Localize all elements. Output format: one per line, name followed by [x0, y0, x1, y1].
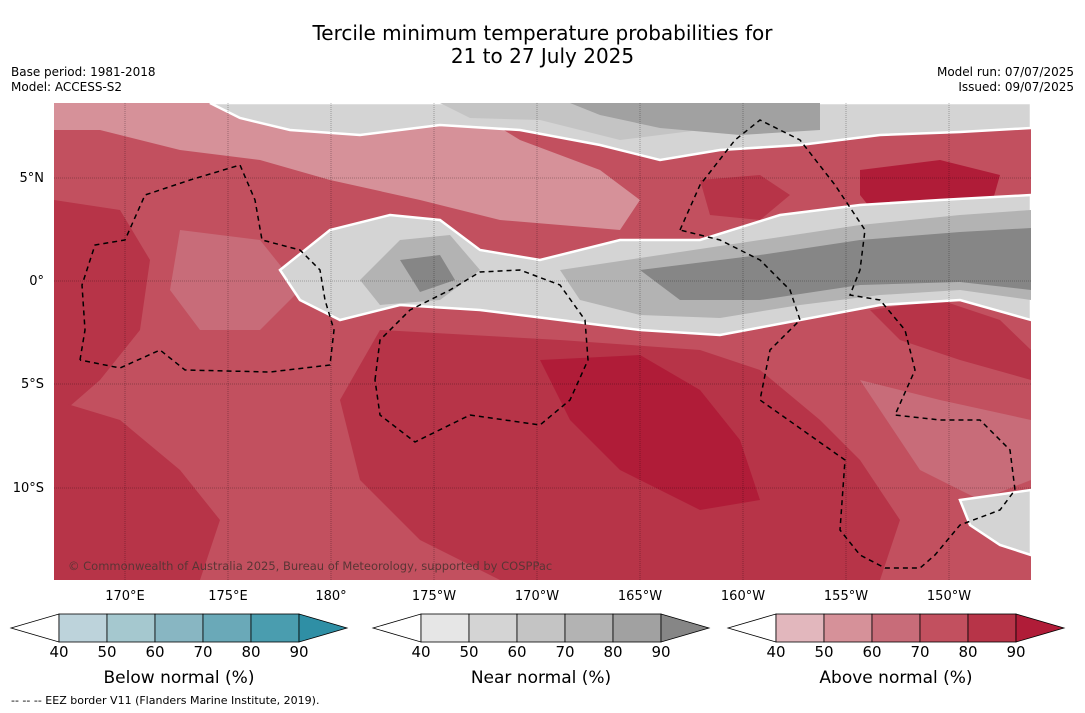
eez-footnote: -- -- -- EEZ border V11 (Flanders Marine… — [11, 694, 320, 707]
meta-right: Model run: 07/07/2025 Issued: 09/07/2025 — [937, 65, 1074, 95]
colorbar-above-tick-50: 50 — [814, 643, 834, 661]
lon-label-160w: 160°W — [720, 589, 766, 604]
lon-label-170w: 170°W — [514, 589, 560, 604]
above-80-region-eastequator — [870, 300, 1031, 380]
colorbar-near-tick-90: 90 — [651, 643, 671, 661]
above-80-region-west — [54, 200, 150, 420]
colorbar-above-segment-1 — [823, 613, 873, 643]
model-run-text: Model run: 07/07/2025 — [936, 65, 1074, 79]
colorbar-below — [9, 613, 349, 643]
colorbar-title-above: Above normal (%) — [819, 668, 973, 688]
colorbar-below-max-extend — [298, 613, 349, 643]
colorbar-above-segment-2 — [871, 613, 921, 643]
colorbar-above-tick-90: 90 — [1006, 643, 1026, 661]
colorbar-above-tick-70: 70 — [910, 643, 930, 661]
copyright-text: © Commonwealth of Australia 2025, Bureau… — [68, 559, 552, 573]
lon-label-155w: 155°W — [823, 589, 869, 604]
meta-left: Base period: 1981-2018 Model: ACCESS-S2 — [11, 65, 156, 95]
map-title: Tercile minimum temperature probabilitie… — [0, 22, 1085, 68]
lon-label-175w: 175°W — [411, 589, 457, 604]
colorbar-below-min-extend — [9, 613, 60, 643]
colorbars — [9, 613, 1066, 643]
colorbar-above-tick-40: 40 — [766, 643, 786, 661]
lon-label-170e: 170°E — [105, 589, 145, 604]
lon-label-180: 180° — [315, 589, 347, 604]
colorbar-near — [371, 613, 711, 643]
colorbar-below-segment-1 — [106, 613, 156, 643]
colorbar-below-segment-0 — [58, 613, 108, 643]
colorbar-below-tick-60: 60 — [145, 643, 165, 661]
near-normal-region-southeast — [958, 488, 1031, 557]
title-line-1: Tercile minimum temperature probabilitie… — [312, 21, 773, 45]
lon-label-165w: 165°W — [617, 589, 663, 604]
lon-label-175e: 175°E — [208, 589, 248, 604]
colorbar-near-max-extend — [660, 613, 711, 643]
issued-text: Issued: 09/07/2025 — [958, 80, 1074, 94]
lat-label-5s: 5°S — [20, 377, 44, 392]
colorbar-below-segment-2 — [154, 613, 204, 643]
colorbar-below-tick-50: 50 — [97, 643, 117, 661]
colorbar-below-segment-4 — [250, 613, 300, 643]
colorbar-near-segment-2 — [516, 613, 566, 643]
above-80-region-northcentral — [700, 175, 790, 220]
colorbar-above — [726, 613, 1066, 643]
eez-border-line-islands — [678, 119, 1016, 569]
above-60-region-west — [170, 230, 300, 330]
colorbar-near-tick-60: 60 — [507, 643, 527, 661]
eez-borders — [79, 119, 1016, 569]
colorbar-near-segment-4 — [612, 613, 662, 643]
colorbar-title-below: Below normal (%) — [103, 668, 255, 688]
above-90-region-south — [540, 355, 760, 510]
colorbar-title-near: Near normal (%) — [470, 668, 612, 688]
title-line-2: 21 to 27 July 2025 — [450, 44, 635, 68]
colorbar-below-segment-3 — [202, 613, 252, 643]
eez-border-phoenix-islands — [374, 269, 589, 443]
lat-label-5n: 5°N — [19, 171, 45, 186]
colorbar-above-tick-60: 60 — [862, 643, 882, 661]
colorbar-near-tick-70: 70 — [555, 643, 575, 661]
base-period-text: Base period: 1981-2018 — [11, 65, 156, 79]
near-80-region-north — [570, 103, 820, 135]
colorbar-near-segment-3 — [564, 613, 614, 643]
graticule — [54, 103, 1031, 580]
model-text: Model: ACCESS-S2 — [11, 80, 123, 94]
lat-label-10s: 10°S — [12, 481, 44, 496]
near-90-region-equator-east — [640, 228, 1031, 300]
colorbar-above-tick-80: 80 — [958, 643, 978, 661]
lon-label-150w: 150°W — [926, 589, 972, 604]
colorbar-above-segment-4 — [967, 613, 1017, 643]
colorbar-near-min-extend — [371, 613, 422, 643]
colorbar-above-max-extend — [1015, 613, 1066, 643]
colorbar-above-min-extend — [726, 613, 777, 643]
colorbar-near-tick-40: 40 — [411, 643, 431, 661]
colorbar-near-segment-0 — [420, 613, 470, 643]
colorbar-near-tick-50: 50 — [459, 643, 479, 661]
colorbar-above-segment-3 — [919, 613, 969, 643]
above-50-region-north — [54, 103, 640, 230]
above-60-region-east — [860, 380, 1031, 500]
colorbar-near-segment-1 — [468, 613, 518, 643]
colorbar-below-tick-70: 70 — [193, 643, 213, 661]
colorbar-above-segment-0 — [775, 613, 825, 643]
colorbar-below-tick-90: 90 — [289, 643, 309, 661]
map-field: © Commonwealth of Australia 2025, Bureau… — [54, 103, 1031, 580]
near-90-region-equator-west — [400, 255, 455, 292]
lat-label-0: 0° — [29, 274, 44, 289]
above-80-region-southwest — [54, 400, 220, 580]
colorbar-below-tick-40: 40 — [49, 643, 69, 661]
colorbar-below-tick-80: 80 — [241, 643, 261, 661]
colorbar-near-tick-80: 80 — [603, 643, 623, 661]
